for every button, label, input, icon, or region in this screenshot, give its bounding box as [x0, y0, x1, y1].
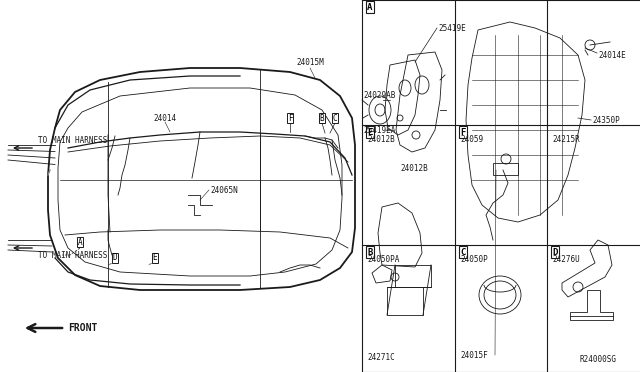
- Text: 24050P: 24050P: [460, 255, 488, 264]
- Text: B: B: [320, 113, 324, 122]
- Text: 24014: 24014: [154, 113, 177, 122]
- Text: 24065N: 24065N: [210, 186, 237, 195]
- Text: C: C: [460, 247, 466, 257]
- Text: D: D: [113, 253, 117, 263]
- Text: FRONT: FRONT: [68, 323, 97, 333]
- Text: 24276U: 24276U: [552, 255, 580, 264]
- Text: F: F: [288, 113, 292, 122]
- Text: E: E: [153, 253, 157, 263]
- Text: 24215R: 24215R: [552, 135, 580, 144]
- Text: 24012B: 24012B: [400, 164, 428, 173]
- Text: 24029AB: 24029AB: [363, 90, 396, 99]
- Text: 24015F: 24015F: [460, 350, 488, 359]
- Text: TO MAIN HARNESS: TO MAIN HARNESS: [38, 251, 108, 260]
- Text: D: D: [552, 247, 557, 257]
- Text: 25419EA: 25419EA: [363, 125, 396, 135]
- Text: E: E: [367, 128, 372, 137]
- Text: 24059: 24059: [460, 135, 483, 144]
- Text: R24000SG: R24000SG: [580, 356, 617, 365]
- Text: 24050PA: 24050PA: [367, 255, 399, 264]
- Text: 24271C: 24271C: [367, 353, 395, 362]
- Text: 24350P: 24350P: [592, 115, 620, 125]
- Text: C: C: [333, 113, 337, 122]
- Text: B: B: [367, 247, 372, 257]
- Text: A: A: [77, 237, 83, 247]
- Text: 24012B: 24012B: [367, 135, 395, 144]
- Text: 24014E: 24014E: [598, 51, 626, 60]
- Text: TO MAIN HARNESS: TO MAIN HARNESS: [38, 135, 108, 144]
- Text: F: F: [460, 128, 466, 137]
- Text: A: A: [367, 3, 372, 12]
- Text: 25419E: 25419E: [438, 23, 466, 32]
- Text: 24015M: 24015M: [296, 58, 324, 67]
